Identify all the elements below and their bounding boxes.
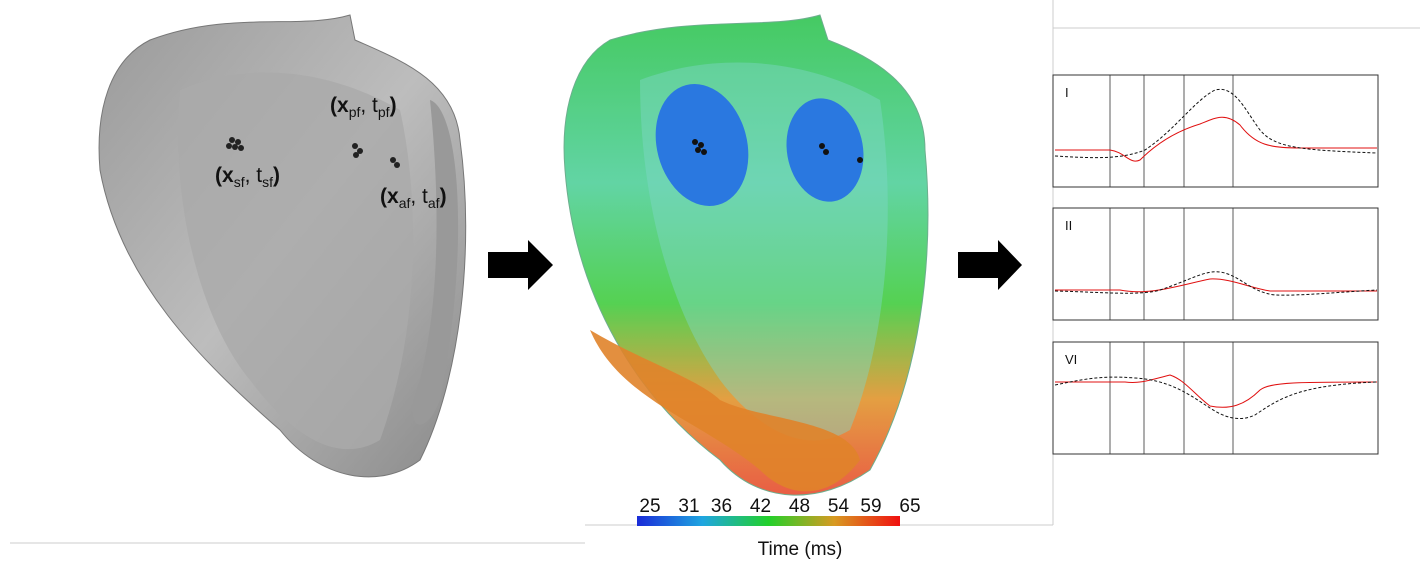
colorbar-tick-label: 25 — [639, 496, 660, 517]
label-part: ) — [440, 185, 447, 208]
colorbar-tick-label: 42 — [750, 496, 771, 517]
label-part: , t — [410, 185, 428, 208]
label-part: ( — [215, 164, 222, 187]
ecg-panels — [1053, 75, 1378, 454]
label-part: x — [222, 164, 234, 187]
label-part: sf — [234, 174, 245, 190]
arrow — [958, 240, 1022, 290]
heart-geometry — [99, 15, 466, 477]
label-part: af — [399, 195, 411, 211]
label-part: , t — [245, 164, 263, 187]
colorbar-tick-label: 59 — [860, 496, 881, 517]
label-part: pf — [378, 104, 390, 120]
lead-label: II — [1065, 218, 1072, 233]
label-part: af — [428, 195, 440, 211]
lead-label: I — [1065, 85, 1069, 100]
arrow — [488, 240, 553, 290]
label-part: x — [337, 94, 349, 117]
lead-label: VI — [1065, 352, 1077, 367]
colorbar-tick-label: 36 — [711, 496, 732, 517]
activation-map — [564, 15, 928, 495]
label-part: x — [387, 185, 399, 208]
label-part: ) — [273, 164, 280, 187]
colorbar-tick-label: 54 — [828, 496, 850, 517]
label-part: ( — [380, 185, 387, 208]
label-part: ( — [330, 94, 337, 117]
colorbar-tick-label: 65 — [899, 496, 920, 517]
label-part: pf — [349, 104, 361, 120]
colorbar-tick-label: 31 — [678, 496, 699, 517]
colorbar-label: Time (ms) — [758, 539, 843, 560]
label-part: sf — [262, 174, 273, 190]
label-part: , t — [360, 94, 378, 117]
label-part: ) — [390, 94, 397, 117]
colorbar — [637, 516, 900, 526]
colorbar-tick-label: 48 — [789, 496, 810, 517]
figure: (xsf, tsf) (xpf, tpf) (xaf, taf) 2531364… — [0, 0, 1423, 563]
